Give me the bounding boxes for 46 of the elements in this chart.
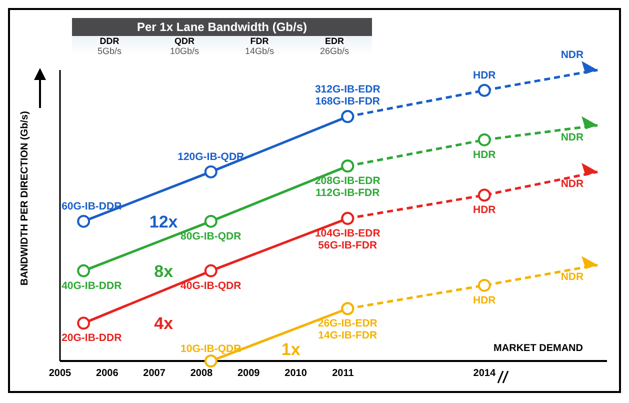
annotation: 168G-IB-FDR: [315, 96, 380, 108]
x-tick-label: 2014: [473, 368, 496, 380]
annotation: HDR: [473, 69, 496, 82]
annotation: 104G-IB-EDR: [314, 227, 381, 240]
annotation: 312G-IB-EDR: [314, 84, 381, 96]
annotation: 26G-IB-EDR: [318, 318, 378, 330]
x-tick-label: 2005: [48, 368, 72, 380]
x-tick-label: 2008: [190, 368, 214, 380]
annotation: 80G-IB-QDR: [180, 230, 242, 242]
annotation: 40G-IB-QDR: [180, 280, 242, 292]
x-tick-label: 2006: [96, 368, 119, 380]
x-tick-label: 2011: [332, 368, 354, 380]
annotation: HDR: [473, 148, 496, 161]
annotation: 10G-IB-QDR: [180, 343, 242, 355]
x-tick-label: 2010: [284, 368, 308, 380]
annotation: NDR: [560, 178, 584, 190]
series-label: 8x: [154, 262, 174, 281]
annotation: 40G-IB-DDR: [62, 280, 122, 292]
annotation: 120G-IB-QDR: [178, 150, 245, 163]
text: Per 1x Lane Bandwidth (Gb/s): [72, 18, 372, 36]
series-label: 1x: [281, 340, 301, 359]
y-axis-title: BANDWIDTH PER DIRECTION (Gb/s): [20, 111, 31, 286]
text: DDR: [98, 36, 120, 46]
text: EDR: [324, 36, 345, 46]
annotation: NDR: [560, 49, 584, 61]
x-tick-label: 2009: [237, 368, 260, 380]
annotation: 208G-IB-EDR: [314, 175, 381, 188]
series-label: 4x: [154, 314, 174, 334]
annotation: 112G-IB-FDR: [316, 187, 380, 200]
annotation: 14G-IB-FDR: [318, 330, 378, 342]
annotation: 60G-IB-DDR: [62, 200, 122, 212]
text: FDR: [249, 36, 270, 46]
text: 10Gb/s: [168, 46, 200, 56]
annotation: HDR: [473, 294, 496, 306]
text: QDR: [174, 36, 196, 46]
annotation: 20G-IB-DDR: [62, 332, 122, 344]
annotation: HDR: [473, 204, 496, 216]
annotation: NDR: [560, 131, 584, 144]
x-axis-title: MARKET DEMAND: [494, 343, 583, 354]
text: 14Gb/s: [244, 46, 276, 56]
text: 26Gb/s: [318, 46, 350, 56]
text: 5Gb/s: [96, 46, 122, 56]
annotation: NDR: [560, 270, 584, 283]
x-tick-label: 2007: [143, 368, 166, 380]
series-label: 12x: [149, 212, 178, 232]
annotation: 56G-IB-FDR: [318, 239, 378, 252]
